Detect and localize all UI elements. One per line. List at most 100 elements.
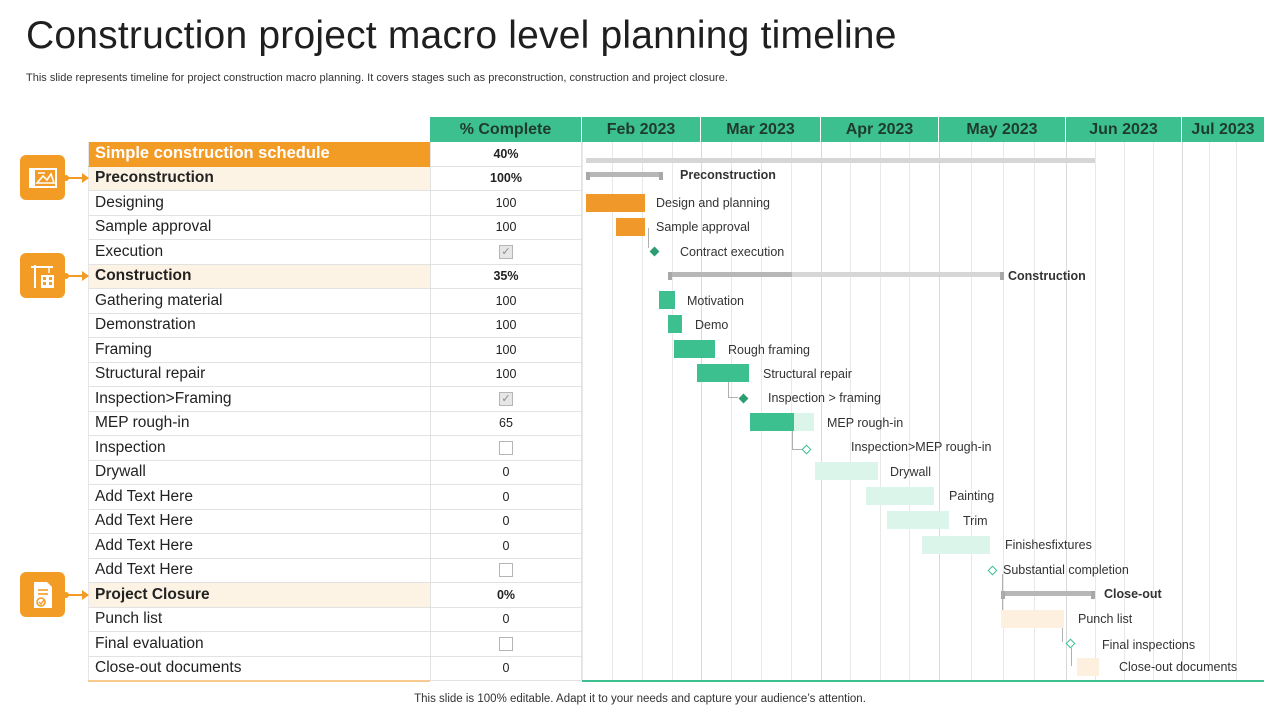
- pct-complete-cell[interactable]: 40%: [430, 142, 582, 167]
- task-name[interactable]: Construction: [88, 264, 430, 289]
- task-name[interactable]: MEP rough-in: [88, 411, 430, 436]
- task-name[interactable]: Demonstration: [88, 313, 430, 338]
- gantt-label: Motivation: [687, 294, 744, 308]
- pct-complete-cell[interactable]: [430, 632, 582, 657]
- task-name[interactable]: Inspection: [88, 436, 430, 461]
- gantt-bar[interactable]: [674, 340, 715, 358]
- gantt-bar[interactable]: [659, 291, 675, 309]
- gantt-label: Final inspections: [1102, 638, 1196, 652]
- pct-complete-cell[interactable]: 100: [430, 362, 582, 387]
- pct-value: 100: [495, 195, 517, 210]
- month-header-may: May 2023: [939, 117, 1066, 142]
- dependency-line: [792, 431, 793, 449]
- pct-complete-cell[interactable]: 35%: [430, 264, 582, 289]
- summary-bracket: [659, 172, 665, 180]
- pct-complete-cell[interactable]: 100%: [430, 166, 582, 191]
- gantt-bar[interactable]: [866, 487, 934, 505]
- gantt-label: Drywall: [890, 465, 931, 479]
- gantt-label: Painting: [949, 489, 995, 503]
- dependency-line: [648, 228, 649, 248]
- summary-bar: [586, 172, 663, 177]
- gantt-bar[interactable]: [697, 364, 749, 382]
- pct-complete-cell[interactable]: 0: [430, 460, 582, 485]
- task-name[interactable]: Final evaluation: [88, 632, 430, 657]
- task-name[interactable]: Framing: [88, 338, 430, 363]
- pct-complete-cell[interactable]: 0: [430, 607, 582, 632]
- gantt-bar[interactable]: [922, 536, 990, 554]
- pct-complete-cell[interactable]: 0: [430, 509, 582, 534]
- pct-complete-cell[interactable]: [430, 558, 582, 583]
- task-name[interactable]: Gathering material: [88, 289, 430, 314]
- gantt-gridline: [642, 142, 643, 682]
- pct-complete-cell[interactable]: ✓: [430, 240, 582, 265]
- month-header-apr: Apr 2023: [821, 117, 939, 142]
- pct-complete-cell[interactable]: 0: [430, 656, 582, 681]
- checkbox-unchecked[interactable]: [499, 636, 513, 651]
- gantt-label: Substantial completion: [1003, 563, 1129, 577]
- pct-complete-cell[interactable]: ✓: [430, 387, 582, 412]
- task-name[interactable]: Structural repair: [88, 362, 430, 387]
- gantt-label: Rough framing: [728, 343, 810, 357]
- task-name[interactable]: Add Text Here: [88, 485, 430, 510]
- task-name[interactable]: Drywall: [88, 460, 430, 485]
- task-name[interactable]: Add Text Here: [88, 558, 430, 583]
- pct-complete-cell[interactable]: 100: [430, 191, 582, 216]
- gantt-label: Punch list: [1078, 612, 1133, 626]
- pct-complete-cell[interactable]: [430, 436, 582, 461]
- pct-complete-cell[interactable]: 0%: [430, 583, 582, 608]
- dependency-line: [792, 449, 802, 450]
- month-header-jun: Jun 2023: [1066, 117, 1182, 142]
- task-name[interactable]: Inspection>Framing: [88, 387, 430, 412]
- gantt-gridline: [1124, 142, 1125, 682]
- gantt-label: Sample approval: [656, 220, 750, 234]
- task-name[interactable]: Designing: [88, 191, 430, 216]
- gantt-bar[interactable]: [1077, 658, 1099, 676]
- pct-complete-cell[interactable]: 100: [430, 215, 582, 240]
- task-name[interactable]: Execution: [88, 240, 430, 265]
- gantt-gridline: [1209, 142, 1210, 682]
- gantt-gridline: [612, 142, 613, 682]
- summary-progress: [668, 272, 792, 277]
- footer-note: This slide is 100% editable. Adapt it to…: [414, 693, 866, 705]
- gantt-bar[interactable]: [586, 194, 645, 212]
- task-name[interactable]: Sample approval: [88, 215, 430, 240]
- pct-complete-cell[interactable]: 100: [430, 313, 582, 338]
- checkbox-checked[interactable]: ✓: [499, 244, 513, 259]
- task-name[interactable]: Close-out documents: [88, 656, 430, 681]
- pct-value: 35%: [493, 269, 519, 284]
- gantt-bar-remaining[interactable]: [794, 413, 814, 431]
- task-name[interactable]: Simple construction schedule: [88, 142, 430, 167]
- pct-complete-header: % Complete: [430, 117, 582, 142]
- task-name[interactable]: Preconstruction: [88, 166, 430, 191]
- gantt-bar[interactable]: [750, 413, 794, 431]
- pct-complete-cell[interactable]: 0: [430, 534, 582, 559]
- gantt-chart: Preconstruction Design and planning Samp…: [582, 142, 1264, 682]
- milestone-diamond[interactable]: [1065, 638, 1076, 649]
- summary-bracket: [1000, 272, 1006, 280]
- task-name[interactable]: Project Closure: [88, 583, 430, 608]
- task-name[interactable]: Punch list: [88, 607, 430, 632]
- pct-complete-cell[interactable]: 100: [430, 338, 582, 363]
- gantt-label: Contract execution: [680, 245, 785, 259]
- gantt-bar[interactable]: [668, 315, 682, 333]
- gantt-bar[interactable]: [616, 218, 645, 236]
- milestone-diamond[interactable]: [801, 444, 812, 455]
- check-mark-icon: ✓: [501, 246, 511, 259]
- milestone-diamond[interactable]: [649, 246, 660, 257]
- checkbox-unchecked[interactable]: [499, 440, 513, 455]
- checkbox-checked[interactable]: ✓: [499, 391, 513, 406]
- pct-complete-cell[interactable]: 0: [430, 485, 582, 510]
- milestone-diamond[interactable]: [738, 393, 749, 404]
- gantt-gridline: [939, 142, 940, 682]
- task-name[interactable]: Add Text Here: [88, 509, 430, 534]
- gantt-bar[interactable]: [815, 462, 878, 480]
- task-name[interactable]: Add Text Here: [88, 534, 430, 559]
- gantt-label: Close-out documents: [1119, 660, 1238, 674]
- checkbox-unchecked[interactable]: [499, 563, 513, 578]
- pct-complete-cell[interactable]: 65: [430, 411, 582, 436]
- milestone-diamond[interactable]: [987, 565, 998, 576]
- gantt-bar[interactable]: [887, 511, 949, 529]
- pct-complete-cell[interactable]: 100: [430, 289, 582, 314]
- gantt-bar[interactable]: [1001, 610, 1064, 628]
- page-title: Construction project macro level plannin…: [26, 14, 897, 57]
